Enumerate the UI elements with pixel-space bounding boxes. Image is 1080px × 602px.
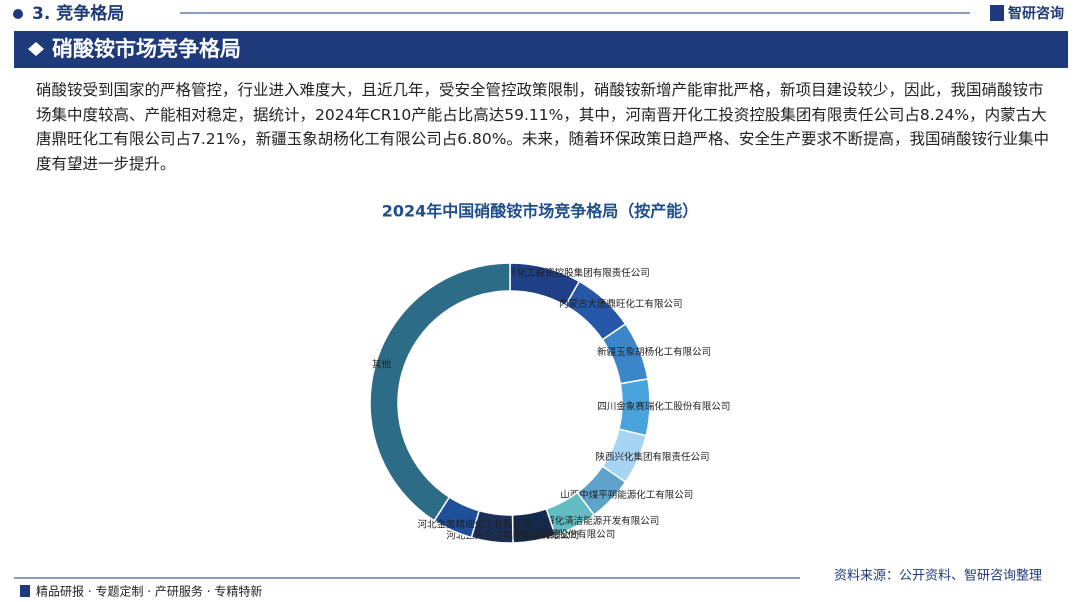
brand: 智研咨询 xyxy=(1007,5,1064,22)
section-title: 3. 竞争格局 xyxy=(32,3,124,24)
segment-label: 天脊煤化工集团股份有限公司 xyxy=(492,528,616,540)
segment-label: 河北正元化工集团股份有限公司 xyxy=(446,529,579,541)
donut: 河南晋开化工投资控股集团有限责任公司内蒙古大唐鼎旺化工有限公司新疆玉象胡杨化工有… xyxy=(369,262,730,544)
paragraph: 硝酸铵受到国家的严格管控，行业进入难度大，且近几年，受安全管控政策限制，硝酸铵新… xyxy=(36,81,1049,173)
diamond xyxy=(28,42,44,56)
segment-label: 山西中煤平朔能源化工有限公司 xyxy=(560,489,693,501)
banner xyxy=(14,31,1068,68)
logo-icon xyxy=(990,5,1004,21)
footer-left: 精品研报 · 专题定制 · 产研服务 · 专精特新 xyxy=(36,584,262,599)
segment-label: 新疆玉象胡杨化工有限公司 xyxy=(597,346,711,358)
segment-label: 云南解化清洁能源开发有限公司 xyxy=(526,515,659,527)
segment-label: 陕西兴化集团有限责任公司 xyxy=(595,451,709,463)
chart-title: 2024年中国硝酸铵市场竞争格局（按产能） xyxy=(382,202,699,221)
donut-segment xyxy=(369,262,511,522)
banner-title: 硝酸铵市场竞争格局 xyxy=(52,37,241,61)
segment-label: 河北金奥精细化工有限公司 xyxy=(418,519,532,531)
segment-label: 其他 xyxy=(372,359,392,371)
bullet xyxy=(13,9,23,19)
source: 资料来源：公开资料、智研咨询整理 xyxy=(834,569,1042,584)
segment-label: 河南晋开化工投资控股集团有限责任公司 xyxy=(479,267,650,279)
segment-label: 四川金象赛瑞化工股份有限公司 xyxy=(597,401,730,413)
segment-label: 内蒙古大唐鼎旺化工有限公司 xyxy=(559,298,683,310)
footer-icon xyxy=(20,585,30,597)
